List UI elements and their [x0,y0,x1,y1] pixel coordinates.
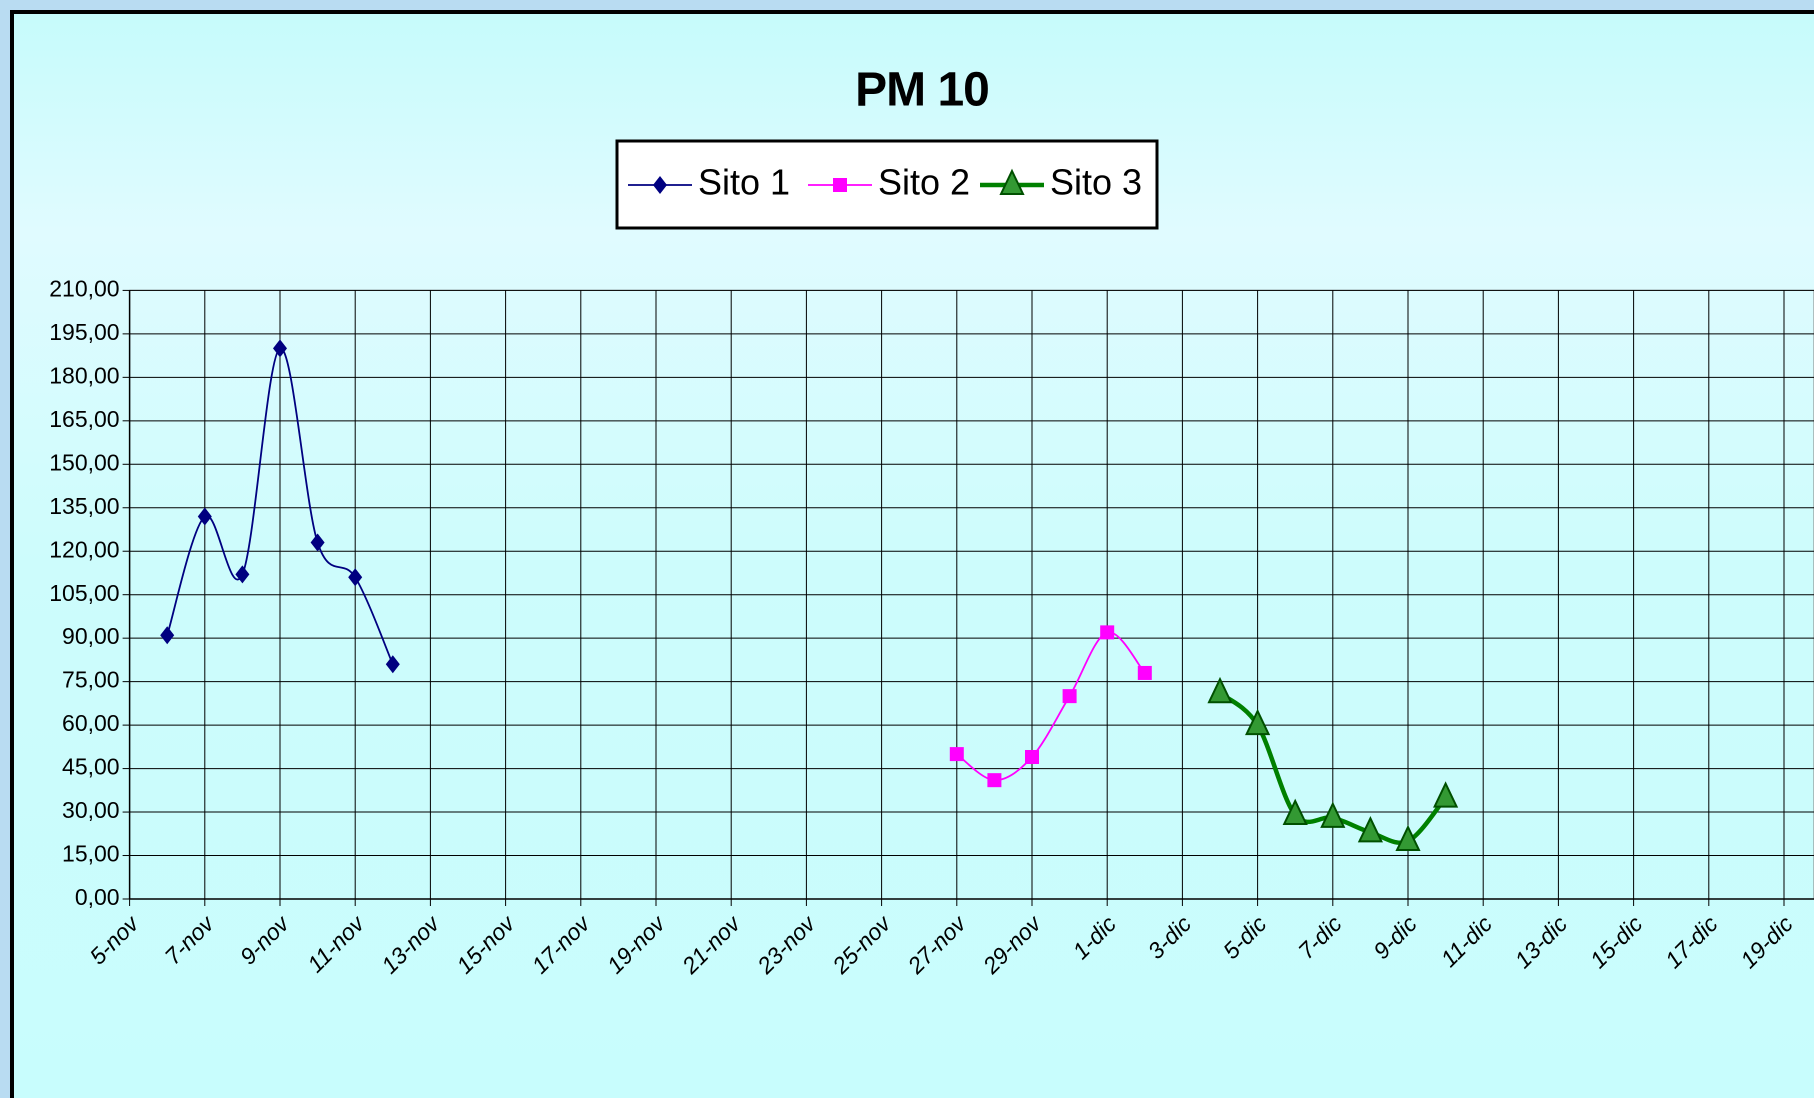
data-point [987,773,1002,788]
data-point [949,747,964,762]
y-tick-label: 60,00 [62,710,120,736]
y-tick-label: 45,00 [62,754,120,780]
data-point [1320,801,1346,828]
legend-marker [999,168,1025,195]
y-tick-label: 180,00 [49,362,119,388]
legend-label: Sito 3 [1050,162,1142,203]
legend-label: Sito 2 [878,162,970,203]
data-point [1433,781,1459,808]
y-tick-label: 150,00 [49,449,119,475]
data-point [1357,816,1383,843]
y-tick-label: 30,00 [62,797,120,823]
data-point [385,655,400,674]
data-point [310,533,325,552]
data-point [197,507,212,526]
legend-marker [653,176,667,194]
data-point [160,626,175,645]
legend-marker [833,178,847,192]
y-tick-label: 15,00 [62,841,120,867]
data-point [1025,749,1039,764]
legend [615,139,1159,230]
data-point [273,339,287,358]
y-tick-label: 105,00 [49,580,119,606]
data-point [1207,676,1233,704]
y-tick-label: 90,00 [62,623,120,649]
y-tick-label: 135,00 [49,493,119,519]
chart-title: PM 10 [855,64,989,117]
y-tick-label: 120,00 [49,536,119,562]
y-tick-label: 210,00 [49,275,119,301]
y-tick-label: 0,00 [75,884,120,910]
y-tick-label: 165,00 [49,406,119,432]
data-point [1062,689,1077,704]
data-point [1395,824,1421,852]
data-point [348,568,363,587]
y-tick-label: 75,00 [62,667,120,693]
data-point [1100,625,1115,640]
data-point [1245,708,1271,736]
legend-label: Sito 1 [698,162,790,203]
data-point [235,565,250,584]
data-point [1137,665,1152,680]
data-point [1282,798,1308,825]
y-tick-label: 195,00 [49,319,119,345]
